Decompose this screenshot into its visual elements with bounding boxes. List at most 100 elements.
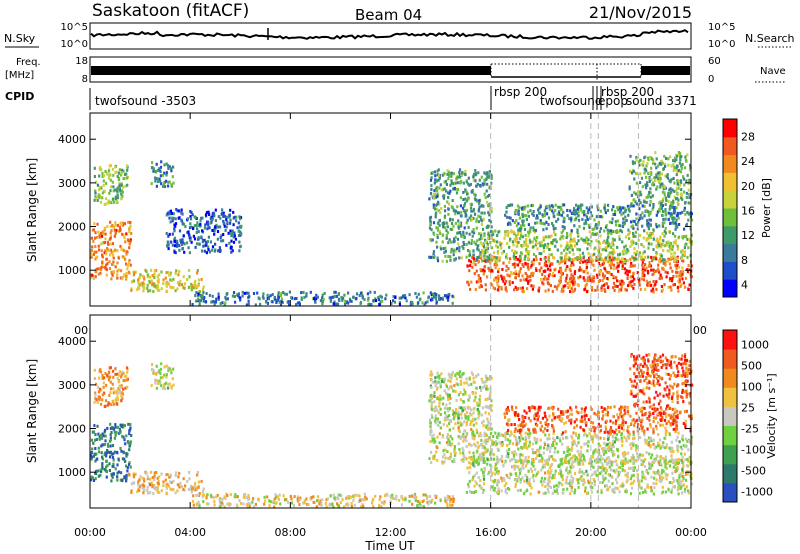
range-cell — [462, 400, 465, 403]
range-cell — [443, 204, 446, 208]
range-cell — [192, 503, 195, 507]
range-cell — [449, 218, 452, 222]
range-cell — [479, 385, 482, 389]
range-cell — [458, 173, 462, 177]
range-cell — [476, 407, 479, 411]
range-cell — [313, 297, 316, 301]
range-cell — [488, 193, 491, 197]
range-cell — [178, 485, 181, 489]
range-cell — [657, 239, 660, 243]
range-cell — [594, 233, 597, 236]
y-tick-label: 1000 — [58, 264, 86, 277]
range-cell — [592, 279, 595, 283]
range-cell — [610, 245, 613, 249]
range-cell — [645, 164, 648, 168]
range-cell — [522, 207, 525, 211]
range-cell — [146, 489, 149, 492]
range-cell — [541, 465, 544, 469]
range-cell — [472, 249, 475, 253]
range-cell — [352, 295, 355, 299]
range-cell — [107, 242, 110, 246]
range-cell — [141, 281, 145, 285]
range-cell — [170, 169, 173, 173]
range-cell — [648, 203, 651, 207]
range-cell — [90, 455, 93, 459]
range-cell — [189, 209, 192, 213]
range-cell — [646, 183, 649, 187]
range-cell — [631, 160, 634, 164]
range-cell — [197, 278, 200, 282]
range-cell — [481, 406, 484, 410]
range-cell — [610, 463, 613, 467]
range-cell — [332, 295, 335, 299]
range-cell — [618, 279, 621, 283]
range-cell — [473, 240, 476, 244]
range-cell — [92, 454, 95, 458]
range-cell — [557, 211, 560, 215]
range-cell — [123, 236, 126, 240]
range-cell — [122, 185, 125, 189]
range-cell — [616, 475, 619, 479]
range-cell — [277, 497, 280, 501]
range-cell — [659, 257, 662, 261]
range-cell — [519, 224, 523, 228]
range-cell — [664, 260, 667, 264]
range-cell — [622, 206, 625, 210]
range-cell — [93, 166, 96, 170]
range-cell — [472, 418, 475, 422]
range-cell — [488, 268, 491, 272]
range-cell — [197, 485, 200, 489]
range-cell — [632, 241, 635, 245]
range-cell — [638, 277, 641, 281]
range-cell — [560, 213, 563, 217]
range-cell — [155, 386, 158, 390]
range-cell — [268, 504, 271, 508]
range-cell — [494, 487, 497, 490]
range-cell — [493, 489, 496, 493]
range-cell — [591, 288, 594, 292]
range-cell — [486, 387, 489, 391]
range-cell — [354, 297, 357, 301]
range-cell — [688, 180, 691, 184]
range-cell — [569, 290, 572, 294]
range-cell — [590, 462, 593, 466]
range-cell — [220, 234, 223, 238]
range-cell — [600, 258, 603, 262]
range-cell — [212, 211, 215, 215]
range-cell — [464, 169, 467, 173]
range-cell — [102, 232, 105, 236]
range-cell — [169, 487, 172, 491]
range-cell — [570, 273, 573, 277]
range-cell — [595, 239, 598, 243]
range-cell — [202, 244, 205, 248]
range-cell — [471, 436, 474, 440]
range-cell — [201, 288, 204, 292]
range-cell — [526, 287, 529, 291]
range-cell — [123, 173, 127, 177]
range-cell — [167, 366, 170, 370]
range-cell — [573, 272, 576, 276]
range-cell — [598, 273, 601, 277]
range-cell — [429, 222, 432, 226]
range-cell — [593, 227, 596, 231]
range-cell — [343, 505, 346, 509]
range-cell — [168, 165, 171, 169]
range-cell — [620, 213, 623, 217]
range-cell — [443, 377, 446, 381]
range-cell — [561, 272, 564, 276]
range-cell — [318, 502, 321, 506]
range-cell — [280, 299, 283, 303]
range-cell — [186, 217, 189, 221]
range-cell — [184, 282, 187, 286]
range-cell — [494, 229, 497, 233]
range-cell — [530, 204, 533, 208]
range-cell — [661, 232, 664, 236]
range-cell — [496, 283, 499, 286]
range-cell — [90, 273, 93, 277]
range-cell — [459, 406, 462, 410]
range-cell — [670, 490, 673, 494]
range-cell — [590, 258, 593, 262]
range-cell — [605, 256, 608, 260]
range-cell — [92, 228, 95, 232]
range-cell — [527, 281, 530, 285]
